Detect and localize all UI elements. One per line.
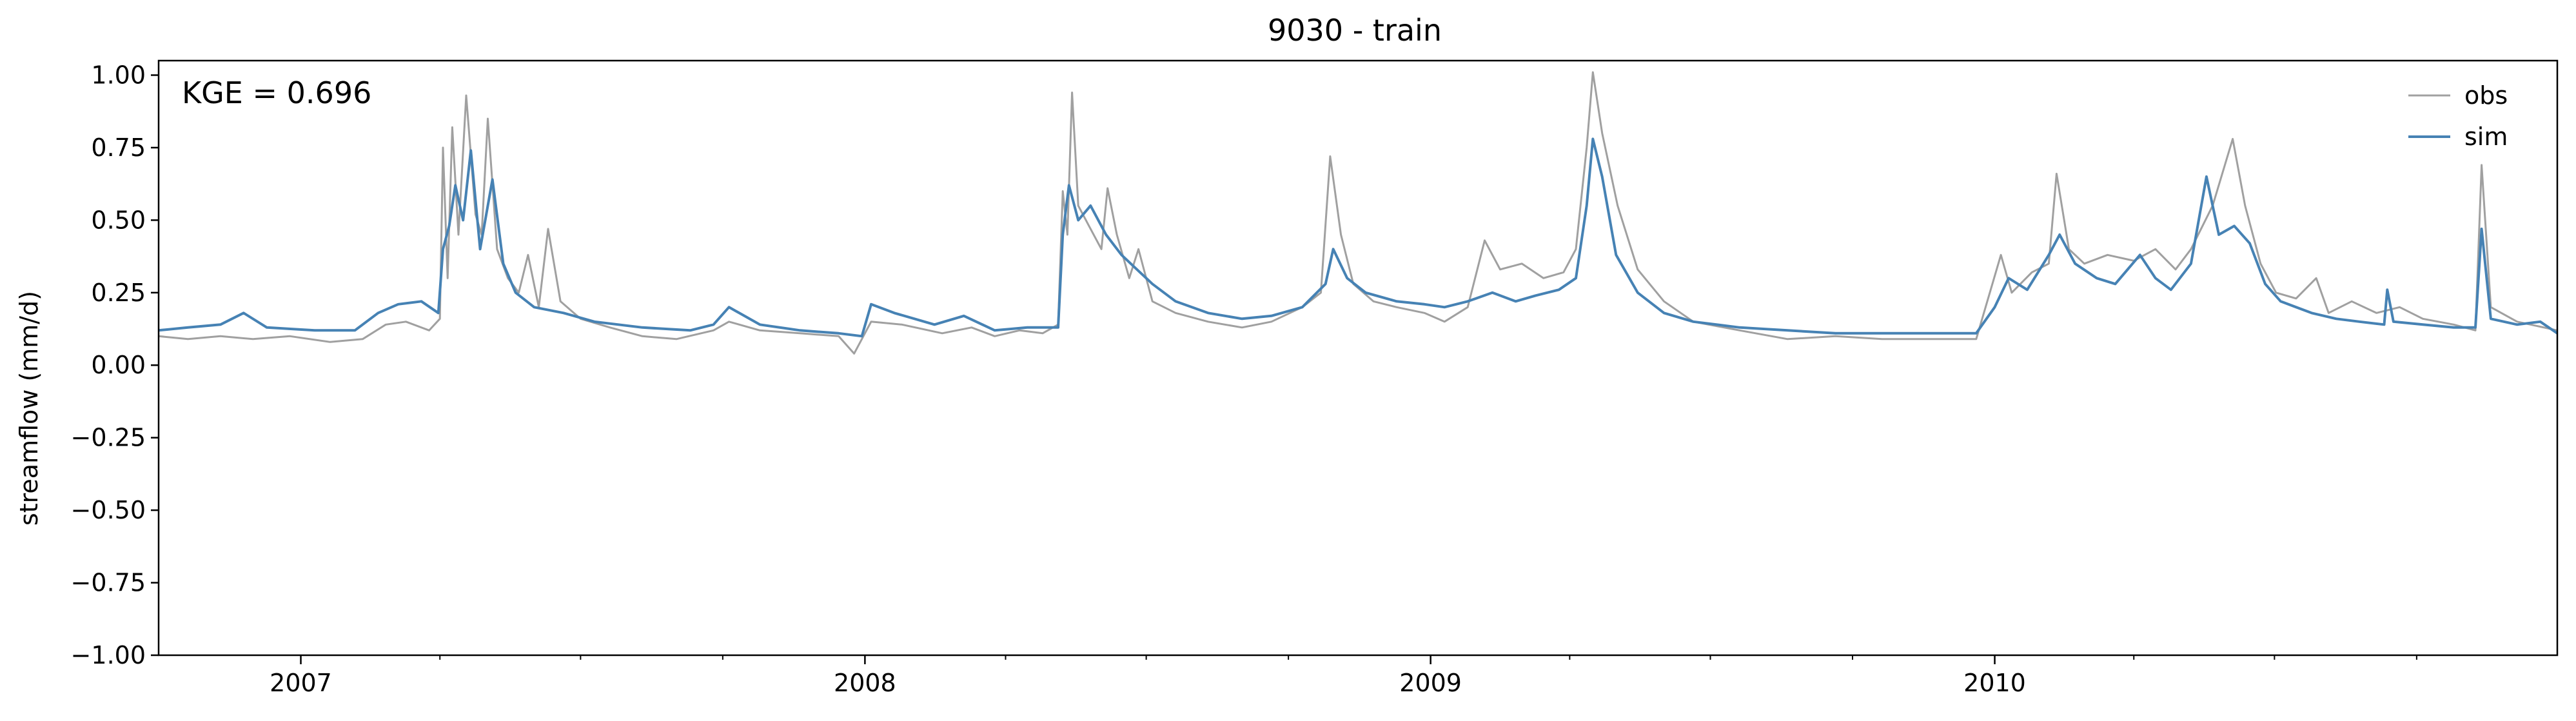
x-tick-label: 2007 — [270, 669, 332, 697]
y-tick-label: −0.75 — [71, 569, 146, 597]
x-tick-label: 2009 — [1399, 669, 1462, 697]
axes-frame — [157, 59, 2559, 657]
chart-title: 9030 - train — [1268, 13, 1442, 48]
x-tick-label: 2008 — [834, 669, 896, 697]
y-tick-label: 1.00 — [91, 61, 146, 89]
y-axis-label: streamflow (mm/d) — [15, 291, 43, 526]
kge-annotation: KGE = 0.696 — [182, 75, 371, 110]
x-tick-label: 2010 — [1963, 669, 2026, 697]
y-tick-label: 0.75 — [91, 133, 146, 162]
y-tick-label: 0.50 — [91, 206, 146, 234]
y-tick-label: −0.25 — [71, 424, 146, 452]
series-line-sim — [158, 137, 2559, 338]
y-tick-label: −1.00 — [71, 641, 146, 669]
y-tick-label: 0.25 — [91, 279, 146, 307]
y-tick-label: 0.00 — [91, 351, 146, 379]
legend-label-obs: obs — [2464, 81, 2508, 110]
y-tick-label: −0.50 — [71, 496, 146, 524]
legend-label-sim: sim — [2464, 123, 2508, 151]
plot-area: 1.00 0.75 0.50 0.25 0.00 −0.25 −0.50 −0.75 −1.00… — [71, 59, 2559, 697]
